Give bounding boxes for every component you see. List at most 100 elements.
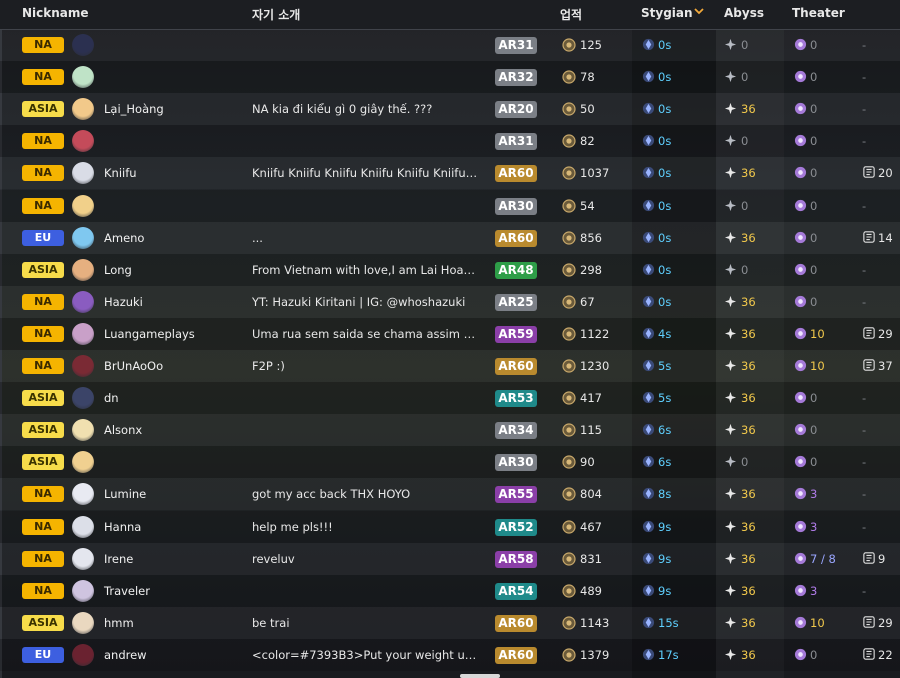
table-row[interactable]: EU andrew <color=#7393B3>Put your weight u… — [0, 638, 900, 671]
achievement-medal-icon — [562, 423, 576, 437]
achievement-medal-icon — [562, 455, 576, 469]
table-row[interactable]: NA Luangameplays Uma rua sem saida se cham… — [0, 317, 900, 350]
achievement-medal-icon — [562, 263, 576, 277]
theater-score: 0 — [810, 294, 818, 309]
stygian-time: 8s — [658, 487, 672, 502]
header-achievements[interactable]: 업적 — [560, 8, 583, 22]
theater-flower-icon — [794, 648, 807, 660]
scroll-indicator[interactable] — [460, 674, 500, 678]
table-row[interactable]: EU Ameno... AR60 856 0s 36 0 14 — [0, 222, 900, 254]
achievement-count: 856 — [580, 230, 602, 245]
signature: be trai — [252, 615, 290, 630]
avatar[interactable] — [72, 547, 94, 570]
stygian-time: 9s — [658, 583, 672, 598]
stygian-time: 4s — [658, 326, 672, 341]
achievement-count: 804 — [580, 487, 602, 502]
nickname[interactable]: dn — [104, 391, 119, 406]
achievement-count: 67 — [580, 294, 595, 309]
avatar[interactable] — [72, 130, 94, 153]
nickname[interactable]: Alsonx — [104, 423, 143, 438]
table-row[interactable]: NA BrUnAoOo F2P :) AR60 1230 5s 36 10 37 — [0, 350, 900, 382]
achievement-count: 1230 — [580, 359, 610, 373]
stygian-time: 9s — [658, 551, 672, 566]
nickname[interactable]: Lại_Hoàng — [104, 102, 164, 117]
table-row[interactable]: NA Hanna help me pls!!! AR52 467 9s 36 3 - — [0, 510, 900, 543]
avatar[interactable] — [72, 355, 94, 377]
table-row[interactable]: NA AR31 125 0s 0 0 - — [0, 29, 900, 61]
nickname[interactable]: hmm — [104, 615, 134, 630]
header-abyss[interactable]: Abyss — [724, 6, 764, 20]
nickname[interactable]: andrew — [104, 647, 147, 662]
achievement-count: 417 — [580, 391, 602, 406]
nickname[interactable]: Luangameplays — [104, 326, 195, 341]
table-body: NA AR31 125 0s 0 0 - NA AR32 78 0s 0 0 - ASIA Lại_Hoàng… — [0, 29, 900, 678]
table-row[interactable]: NA AR30 54 0s 0 0 - — [0, 189, 900, 222]
table-row[interactable]: ASIA Long From Vietnam with love,I am Lai … — [0, 253, 900, 286]
achievement-medal-icon — [562, 616, 576, 630]
stygian-time: 15s — [658, 615, 679, 630]
avatar[interactable] — [72, 194, 94, 217]
table-header: Nickname 자기 소개 업적 Stygian Abyss Theater — [0, 0, 900, 30]
avatar[interactable] — [72, 290, 94, 313]
avatar[interactable] — [72, 451, 94, 474]
signature: NA kia đi kiểu gì 0 giây thế. ??? — [252, 102, 433, 117]
nickname[interactable]: Traveler — [104, 583, 150, 598]
avatar[interactable] — [72, 611, 94, 634]
header-stygian[interactable]: Stygian — [641, 6, 693, 20]
header-nickname[interactable]: Nickname — [22, 6, 89, 20]
table-row[interactable]: NA Kniifu Kniifu Kniifu Kniifu Kniifu Knii… — [0, 157, 900, 189]
nickname[interactable]: Long — [104, 262, 132, 277]
theater-flower-icon — [794, 488, 807, 500]
signature: From Vietnam with love,I am Lai Hoang's … — [252, 262, 478, 277]
achievement-medal-icon — [562, 70, 576, 84]
adventure-rank-badge: AR30 — [495, 454, 537, 472]
stygian-time: 17s — [658, 647, 679, 662]
table-row[interactable]: ASIA dn AR53 417 5s 36 0 - — [0, 382, 900, 415]
region-badge: NA — [22, 582, 64, 599]
table-row[interactable]: NA Hazuki YT: Hazuki Kiritani | IG: @whosh… — [0, 286, 900, 318]
stygian-time: 0s — [658, 166, 672, 181]
table-row[interactable]: ASIA AR30 90 6s 0 0 - — [0, 446, 900, 479]
avatar[interactable] — [72, 579, 94, 602]
nickname[interactable]: Hazuki — [104, 294, 143, 309]
nickname[interactable]: BrUnAoOo — [104, 359, 164, 373]
nickname[interactable]: Irene — [104, 551, 134, 566]
table-row[interactable]: ASIA Alsonx AR34 115 6s 36 0 - — [0, 414, 900, 446]
abyss-stars: 0 — [741, 455, 749, 470]
stygian-crystal-icon — [642, 488, 655, 500]
nickname[interactable]: Ameno — [104, 230, 145, 245]
avatar[interactable] — [72, 226, 94, 249]
table-row[interactable]: NA AR32 78 0s 0 0 - — [0, 61, 900, 94]
avatar[interactable] — [72, 387, 94, 410]
avatar[interactable] — [72, 483, 94, 506]
table-row[interactable]: NA Lumine got my acc back THX HOYO AR55 804 8… — [0, 478, 900, 510]
region-badge: NA — [22, 165, 64, 182]
avatar[interactable] — [72, 258, 94, 281]
nickname[interactable]: Lumine — [104, 487, 147, 502]
table-row[interactable]: ASIA hmm be trai AR60 1143 15s 36 10 29 — [0, 607, 900, 639]
header-theater[interactable]: Theater — [792, 6, 845, 20]
table-row[interactable]: NA Traveler AR54 489 9s 36 3 - — [0, 574, 900, 607]
table-row[interactable]: ASIA Lại_Hoàng NA kia đi kiểu gì 0 giây th… — [0, 93, 900, 125]
nickname[interactable]: Kniifu — [104, 166, 137, 181]
abyss-star-icon — [724, 648, 737, 660]
achievement-medal-icon — [562, 38, 576, 52]
avatar[interactable] — [72, 419, 94, 442]
nickname[interactable]: Hanna — [104, 519, 142, 534]
avatar[interactable] — [72, 66, 94, 89]
sort-chevron-down-icon[interactable] — [692, 4, 706, 18]
extra-stat: 29 — [878, 326, 893, 341]
avatar[interactable] — [72, 515, 94, 538]
avatar[interactable] — [72, 643, 94, 666]
adventure-rank-badge: AR25 — [495, 293, 537, 311]
region-badge: ASIA — [22, 422, 64, 439]
avatar[interactable] — [72, 322, 94, 345]
table-row[interactable]: NA AR31 82 0s 0 0 - — [0, 125, 900, 158]
header-signature[interactable]: 자기 소개 — [252, 8, 301, 22]
stygian-crystal-icon — [642, 359, 655, 372]
avatar[interactable] — [72, 162, 94, 185]
avatar[interactable] — [72, 98, 94, 121]
table-row[interactable]: NA Irene reveluv AR58 831 9s 36 7 / 8 9 — [0, 543, 900, 575]
stygian-crystal-icon — [642, 424, 655, 436]
avatar[interactable] — [72, 34, 94, 56]
